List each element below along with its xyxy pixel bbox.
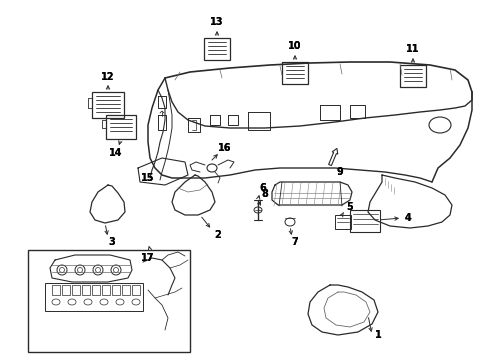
Bar <box>62 285 70 295</box>
Bar <box>92 92 124 118</box>
Bar <box>335 215 351 229</box>
Bar <box>400 65 426 87</box>
Text: 15: 15 <box>141 173 155 183</box>
Bar <box>204 38 230 60</box>
Text: 12: 12 <box>101 72 115 82</box>
Bar <box>92 285 100 295</box>
Bar <box>82 285 90 295</box>
Text: 14: 14 <box>109 148 123 158</box>
Text: 1: 1 <box>375 330 381 340</box>
Text: 1: 1 <box>375 330 381 340</box>
Text: 13: 13 <box>210 17 224 27</box>
Text: 14: 14 <box>109 148 123 158</box>
Text: 11: 11 <box>406 44 420 54</box>
Text: 4: 4 <box>405 213 412 223</box>
Text: 10: 10 <box>288 41 302 51</box>
Text: 5: 5 <box>346 202 353 212</box>
Bar <box>28 250 190 352</box>
Text: 2: 2 <box>215 230 221 240</box>
Text: 17: 17 <box>141 253 155 263</box>
Text: 11: 11 <box>406 44 420 54</box>
Text: 9: 9 <box>337 167 343 177</box>
Bar <box>350 210 380 232</box>
Bar <box>52 285 60 295</box>
Bar <box>106 115 136 139</box>
Bar <box>45 283 143 311</box>
Text: 6: 6 <box>260 183 267 193</box>
Text: 16: 16 <box>218 143 232 153</box>
Text: 3: 3 <box>109 237 115 247</box>
Bar <box>132 285 140 295</box>
Bar <box>72 285 80 295</box>
Bar <box>112 285 120 295</box>
Text: 9: 9 <box>337 167 343 177</box>
Text: 13: 13 <box>210 17 224 27</box>
Text: 8: 8 <box>262 189 269 199</box>
Text: 16: 16 <box>218 143 232 153</box>
Text: 7: 7 <box>292 237 298 247</box>
Bar <box>102 285 110 295</box>
Text: 10: 10 <box>288 41 302 51</box>
Text: 5: 5 <box>346 202 353 212</box>
Bar <box>282 62 308 84</box>
Text: 7: 7 <box>292 237 298 247</box>
Bar <box>122 285 130 295</box>
Text: 8: 8 <box>262 189 269 199</box>
Text: 4: 4 <box>405 213 412 223</box>
Text: 12: 12 <box>101 72 115 82</box>
Text: 2: 2 <box>215 230 221 240</box>
Text: 17: 17 <box>141 253 155 263</box>
Text: 3: 3 <box>109 237 115 247</box>
Text: 6: 6 <box>260 183 267 193</box>
Text: 15: 15 <box>141 173 155 183</box>
